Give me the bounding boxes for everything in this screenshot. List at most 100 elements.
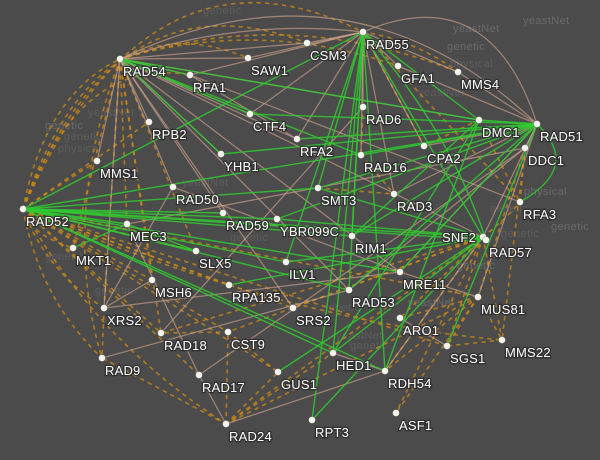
node-rpa135[interactable] xyxy=(225,281,233,289)
edge-MUS81-ASF1 xyxy=(395,296,479,414)
node-yhb1[interactable] xyxy=(217,150,225,158)
node-saw1[interactable] xyxy=(244,54,252,62)
node-dmc1[interactable] xyxy=(475,116,483,124)
node-csm3[interactable] xyxy=(303,39,311,47)
network-watermark: genetic xyxy=(447,41,485,53)
edge-RAD52-RDH54 xyxy=(22,208,386,372)
node-label-rpa135: RPA135 xyxy=(232,290,281,305)
node-mms4[interactable] xyxy=(454,68,462,76)
edge-CST9-GUS1 xyxy=(227,331,279,373)
node-label-gus1: GUS1 xyxy=(281,377,317,392)
node-rad24[interactable] xyxy=(222,420,230,428)
node-cst9[interactable] xyxy=(224,328,232,336)
node-rad18[interactable] xyxy=(157,329,165,337)
edge-RAD51-MUS81 xyxy=(477,123,538,298)
network-watermark: genetic xyxy=(45,120,83,132)
node-msh6[interactable] xyxy=(148,276,156,284)
edge-RAD24-RAD9 xyxy=(101,357,227,425)
node-sgs1[interactable] xyxy=(443,342,451,350)
node-mec3[interactable] xyxy=(123,220,131,228)
edge-MRE11-XRS2 xyxy=(103,271,401,309)
node-label-snf2: SNF2 xyxy=(442,230,476,245)
edge-MMS22-SGS1 xyxy=(446,339,503,347)
node-mms1[interactable] xyxy=(93,157,101,165)
node-rad3[interactable] xyxy=(390,190,398,198)
node-label-ilv1: ILV1 xyxy=(289,267,316,282)
node-rad17[interactable] xyxy=(195,371,203,379)
node-label-cst9: CST9 xyxy=(231,337,265,352)
edge-RAD52-RAD54 xyxy=(22,58,121,210)
node-label-csm3: CSM3 xyxy=(310,48,347,63)
node-mms22[interactable] xyxy=(498,336,506,344)
edge-RAD52-MMS22 xyxy=(22,208,503,341)
edge-RAD51-SNF2 xyxy=(482,123,538,238)
node-hed1[interactable] xyxy=(329,349,337,357)
node-label-hed1: HED1 xyxy=(336,358,371,373)
edge-RAD52-HED1 xyxy=(22,208,334,354)
node-rad57[interactable] xyxy=(482,236,490,244)
node-rad6[interactable] xyxy=(359,103,367,111)
edge-RFA1-RFA2 xyxy=(189,74,298,140)
node-rad16[interactable] xyxy=(357,151,365,159)
node-slx5[interactable] xyxy=(192,247,200,255)
edge-DMC1-RFA3 xyxy=(478,119,521,203)
edge-SNF2-ILV1 xyxy=(285,236,484,263)
node-ddc1[interactable] xyxy=(521,144,529,152)
node-asf1[interactable] xyxy=(392,409,400,417)
node-ctf4[interactable] xyxy=(246,110,254,118)
node-rdh54[interactable] xyxy=(381,367,389,375)
node-rfa1[interactable] xyxy=(186,71,194,79)
node-rad53[interactable] xyxy=(345,286,353,294)
node-label-rpb2: RPB2 xyxy=(152,127,187,142)
node-mre11[interactable] xyxy=(396,268,404,276)
node-rim1[interactable] xyxy=(348,232,356,240)
node-mkt1[interactable] xyxy=(69,244,77,252)
node-xrs2[interactable] xyxy=(100,304,108,312)
node-cpa2[interactable] xyxy=(420,142,428,150)
node-label-xrs2: XRS2 xyxy=(107,313,142,328)
node-gfa1[interactable] xyxy=(394,62,402,70)
edge-RAD51-YHB1 xyxy=(220,123,538,155)
edge-RAD52-SMT3 xyxy=(22,187,319,210)
edge-RAD55-RFA2 xyxy=(296,31,364,140)
edge-RAD52-RAD55 xyxy=(22,31,364,210)
edge-RAD52-MRE11 xyxy=(22,208,401,273)
node-rpb2[interactable] xyxy=(145,118,153,126)
edge-RAD6-RAD18 xyxy=(160,106,364,334)
network-watermark: genetic xyxy=(490,203,528,215)
edge-RAD54-RAD9 xyxy=(83,58,121,359)
edge-RAD54-RAD51 xyxy=(119,15,538,125)
node-rad9[interactable] xyxy=(98,354,106,362)
node-srs2[interactable] xyxy=(289,304,297,312)
network-watermark: genetic xyxy=(501,228,539,240)
node-rad59[interactable] xyxy=(219,209,227,217)
edge-RAD17-RAD24 xyxy=(198,374,227,425)
node-ybr099c[interactable] xyxy=(273,215,281,223)
node-rpt3[interactable] xyxy=(308,416,316,424)
edge-RDH54-HED1 xyxy=(332,352,386,372)
edge-RDH54-SNF2 xyxy=(384,236,484,372)
node-rad54[interactable] xyxy=(116,55,124,63)
node-rfa2[interactable] xyxy=(293,135,301,143)
node-rad51[interactable] xyxy=(533,120,541,128)
node-label-rad54: RAD54 xyxy=(123,64,166,79)
edge-RAD55-CTF4 xyxy=(249,31,364,115)
node-rfa3[interactable] xyxy=(516,198,524,206)
network-watermark: genetic xyxy=(64,131,102,143)
node-mus81[interactable] xyxy=(474,293,482,301)
node-rad55[interactable] xyxy=(359,28,367,36)
node-rad50[interactable] xyxy=(169,183,177,191)
edge-RAD52-RAD24 xyxy=(22,208,227,425)
node-aro1[interactable] xyxy=(396,314,404,322)
edge-RAD55-DMC1 xyxy=(362,31,480,121)
edge-RAD54-MEC3 xyxy=(119,58,128,225)
node-label-ybr099c: YBR099C xyxy=(280,224,339,239)
node-smt3[interactable] xyxy=(314,184,322,192)
node-rad52[interactable] xyxy=(19,205,27,213)
node-gus1[interactable] xyxy=(274,368,282,376)
node-ilv1[interactable] xyxy=(282,258,290,266)
node-label-rad16: RAD16 xyxy=(364,160,407,175)
edge-RAD52-SAW1 xyxy=(22,42,249,210)
